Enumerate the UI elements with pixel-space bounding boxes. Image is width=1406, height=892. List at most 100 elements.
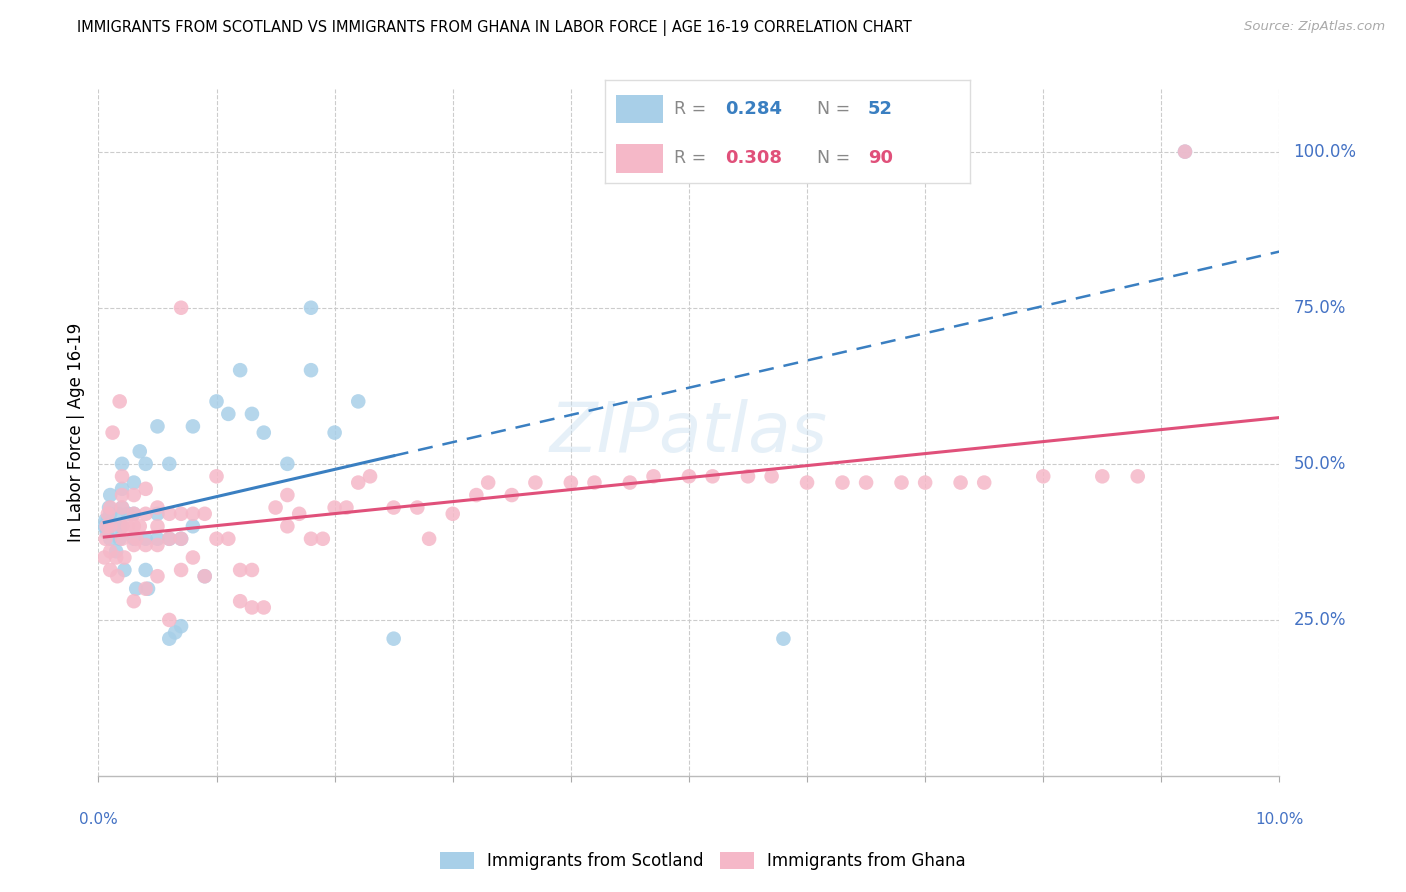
- Point: [772, 632, 794, 646]
- Point: [276, 519, 298, 533]
- Text: 90: 90: [868, 149, 893, 167]
- Point: [170, 563, 193, 577]
- Point: [181, 419, 204, 434]
- Point: [229, 363, 252, 377]
- Point: [524, 475, 547, 490]
- Point: [105, 544, 128, 558]
- Point: [264, 500, 287, 515]
- Point: [170, 532, 193, 546]
- Point: [382, 632, 405, 646]
- Point: [117, 507, 139, 521]
- Text: 0.0%: 0.0%: [79, 812, 118, 827]
- Point: [105, 569, 128, 583]
- Point: [98, 544, 121, 558]
- Point: [135, 582, 157, 596]
- Text: ZIPatlas: ZIPatlas: [550, 399, 828, 467]
- Point: [253, 425, 276, 440]
- Point: [146, 419, 169, 434]
- Point: [181, 519, 204, 533]
- Point: [914, 475, 936, 490]
- Point: [108, 394, 131, 409]
- Point: [299, 363, 322, 377]
- Point: [323, 425, 346, 440]
- Text: 10.0%: 10.0%: [1256, 812, 1303, 827]
- Point: [1174, 145, 1197, 159]
- Point: [122, 507, 145, 521]
- Point: [702, 469, 724, 483]
- Point: [157, 532, 180, 546]
- Text: N =: N =: [817, 149, 855, 167]
- Point: [288, 507, 311, 521]
- Point: [101, 425, 124, 440]
- Point: [253, 600, 276, 615]
- Point: [128, 519, 150, 533]
- Point: [194, 569, 217, 583]
- Point: [105, 550, 128, 565]
- Text: 100.0%: 100.0%: [1294, 143, 1357, 161]
- Point: [135, 532, 157, 546]
- Text: R =: R =: [673, 149, 711, 167]
- Point: [157, 613, 180, 627]
- Point: [359, 469, 381, 483]
- Point: [323, 500, 346, 515]
- Point: [194, 569, 217, 583]
- Point: [128, 444, 150, 458]
- Point: [761, 469, 783, 483]
- Point: [96, 519, 118, 533]
- Point: [135, 457, 157, 471]
- Point: [347, 475, 370, 490]
- Point: [194, 507, 217, 521]
- Point: [157, 507, 180, 521]
- Point: [98, 500, 121, 515]
- Point: [418, 532, 440, 546]
- Point: [136, 582, 159, 596]
- Text: IMMIGRANTS FROM SCOTLAND VS IMMIGRANTS FROM GHANA IN LABOR FORCE | AGE 16-19 COR: IMMIGRANTS FROM SCOTLAND VS IMMIGRANTS F…: [77, 20, 912, 36]
- Point: [135, 507, 157, 521]
- Point: [205, 394, 228, 409]
- Point: [135, 538, 157, 552]
- Point: [1126, 469, 1149, 483]
- Point: [477, 475, 499, 490]
- Point: [98, 500, 121, 515]
- Point: [157, 457, 180, 471]
- Point: [1032, 469, 1054, 483]
- Point: [855, 475, 877, 490]
- Point: [240, 563, 263, 577]
- Point: [831, 475, 853, 490]
- Point: [96, 525, 118, 540]
- Point: [229, 563, 252, 577]
- Point: [98, 507, 121, 521]
- Point: [111, 519, 134, 533]
- Point: [98, 532, 121, 546]
- Point: [112, 550, 135, 565]
- Point: [125, 532, 148, 546]
- Point: [111, 457, 134, 471]
- Point: [157, 532, 180, 546]
- Point: [382, 500, 405, 515]
- Point: [122, 488, 145, 502]
- Point: [94, 532, 117, 546]
- Point: [146, 532, 169, 546]
- Point: [406, 500, 429, 515]
- Text: 50.0%: 50.0%: [1294, 455, 1346, 473]
- Point: [619, 475, 641, 490]
- Point: [583, 475, 606, 490]
- Text: N =: N =: [817, 100, 855, 118]
- Point: [122, 538, 145, 552]
- Point: [135, 482, 157, 496]
- Point: [111, 482, 134, 496]
- Point: [973, 475, 995, 490]
- Point: [335, 500, 357, 515]
- Point: [205, 469, 228, 483]
- Point: [98, 519, 121, 533]
- Point: [299, 301, 322, 315]
- Point: [347, 394, 370, 409]
- FancyBboxPatch shape: [616, 95, 664, 123]
- Point: [678, 469, 700, 483]
- Point: [98, 488, 121, 502]
- Point: [737, 469, 759, 483]
- Point: [181, 507, 204, 521]
- Point: [107, 507, 129, 521]
- Point: [146, 507, 169, 521]
- Point: [796, 475, 818, 490]
